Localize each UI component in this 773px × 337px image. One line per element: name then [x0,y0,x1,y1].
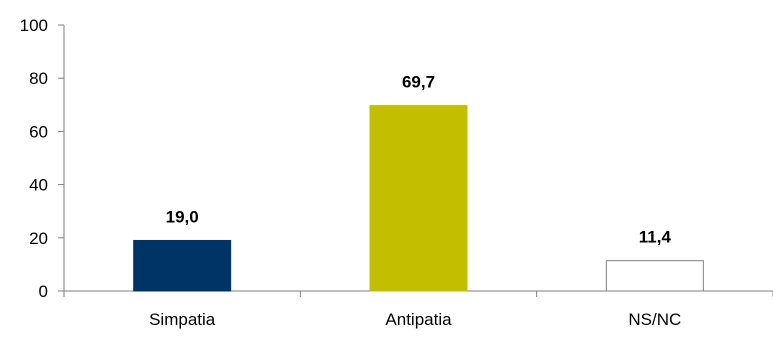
y-tick-label: 60 [29,122,48,141]
y-tick-label: 80 [29,69,48,88]
bar-ns-nc [605,260,704,292]
bar-antipatia [369,105,468,292]
x-axis: Simpatia Antipatia NS/NC [63,290,773,329]
data-label: 11,4 [639,228,672,247]
y-tick-label: 40 [29,176,48,195]
y-tick-label: 20 [29,229,48,248]
y-tick-label: 0 [39,282,48,301]
data-label: 69,7 [402,73,435,92]
bar-simpatia [133,239,232,292]
x-tick-label: Antipatia [385,310,452,329]
data-labels: 19,0 69,7 11,4 [166,73,672,247]
y-tick-label: 100 [20,16,48,35]
bars [133,105,704,292]
x-tick-label: Simpatia [149,310,216,329]
data-label: 19,0 [166,207,199,226]
y-axis: 0 20 40 60 80 100 [20,16,65,301]
x-tick-label: NS/NC [628,310,681,329]
